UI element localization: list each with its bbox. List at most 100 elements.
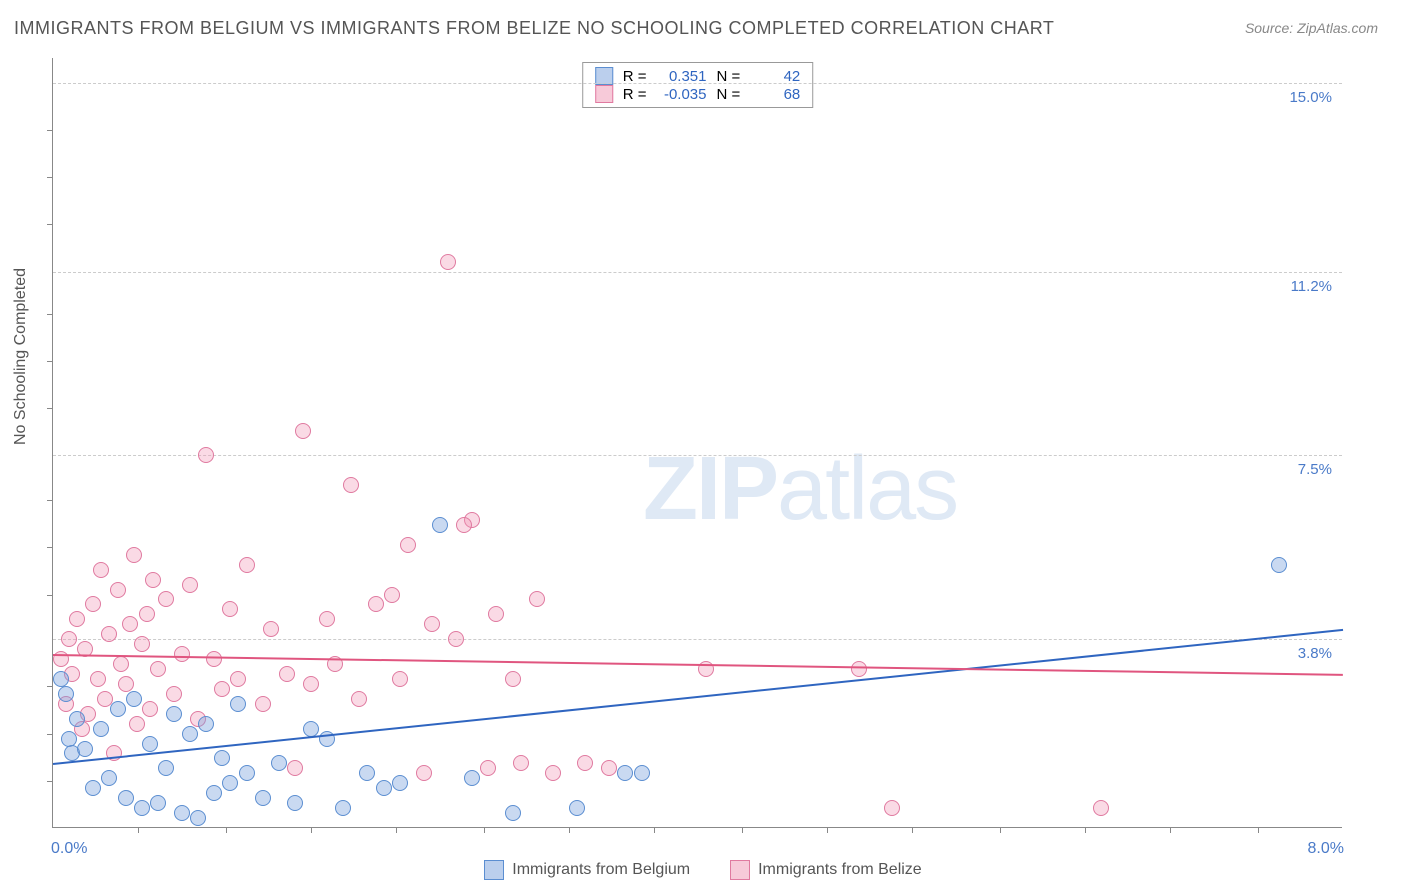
x-minor-tick (1085, 827, 1086, 833)
data-point (113, 656, 129, 672)
data-point (271, 755, 287, 771)
r-label: R = (623, 86, 647, 103)
data-point (448, 631, 464, 647)
data-point (255, 790, 271, 806)
watermark: ZIPatlas (643, 438, 957, 541)
y-minor-tick (47, 686, 53, 687)
data-point (126, 691, 142, 707)
x-minor-tick (396, 827, 397, 833)
x-minor-tick (827, 827, 828, 833)
data-point (85, 596, 101, 612)
data-point (166, 706, 182, 722)
legend-item: Immigrants from Belgium (484, 848, 690, 892)
data-point (239, 765, 255, 781)
y-tick-label: 11.2% (1291, 278, 1332, 295)
chart-title: IMMIGRANTS FROM BELGIUM VS IMMIGRANTS FR… (14, 18, 1054, 39)
y-minor-tick (47, 130, 53, 131)
data-point (198, 716, 214, 732)
data-point (142, 701, 158, 717)
data-point (368, 596, 384, 612)
trend-line (53, 629, 1343, 765)
data-point (182, 577, 198, 593)
data-point (174, 646, 190, 662)
source-prefix: Source: (1245, 20, 1293, 36)
data-point (101, 770, 117, 786)
y-minor-tick (47, 361, 53, 362)
watermark-light: atlas (777, 439, 957, 539)
data-point (58, 686, 74, 702)
x-minor-tick (1258, 827, 1259, 833)
data-point (295, 423, 311, 439)
data-point (634, 765, 650, 781)
data-point (145, 572, 161, 588)
data-point (303, 676, 319, 692)
data-point (110, 582, 126, 598)
data-point (142, 736, 158, 752)
scatter-chart: ZIPatlas R = 0.351 N = 42 R = -0.035 N =… (52, 58, 1342, 828)
data-point (214, 681, 230, 697)
rn-legend: R = 0.351 N = 42 R = -0.035 N = 68 (582, 62, 814, 108)
data-point (577, 755, 593, 771)
data-point (126, 547, 142, 563)
data-point (1093, 800, 1109, 816)
y-minor-tick (47, 781, 53, 782)
data-point (122, 616, 138, 632)
data-point (61, 631, 77, 647)
grid-line (53, 272, 1342, 273)
x-minor-tick (484, 827, 485, 833)
data-point (335, 800, 351, 816)
swatch-blue-icon (484, 860, 504, 880)
data-point (158, 760, 174, 776)
data-point (222, 775, 238, 791)
data-point (432, 517, 448, 533)
x-minor-tick (912, 827, 913, 833)
data-point (384, 587, 400, 603)
data-point (287, 795, 303, 811)
x-minor-tick (311, 827, 312, 833)
y-minor-tick (47, 734, 53, 735)
data-point (230, 696, 246, 712)
x-minor-tick (654, 827, 655, 833)
data-point (319, 611, 335, 627)
data-point (129, 716, 145, 732)
data-point (617, 765, 633, 781)
data-point (440, 254, 456, 270)
swatch-pink-icon (730, 860, 750, 880)
grid-line (53, 455, 1342, 456)
source-label: Source: ZipAtlas.com (1245, 20, 1378, 36)
data-point (69, 611, 85, 627)
r-value: -0.035 (657, 86, 707, 103)
rn-legend-row: R = -0.035 N = 68 (595, 85, 801, 103)
y-minor-tick (47, 177, 53, 178)
data-point (53, 671, 69, 687)
data-point (61, 731, 77, 747)
data-point (416, 765, 432, 781)
data-point (110, 701, 126, 717)
data-point (166, 686, 182, 702)
source-name: ZipAtlas.com (1297, 20, 1378, 36)
x-minor-tick (1000, 827, 1001, 833)
data-point (884, 800, 900, 816)
data-point (239, 557, 255, 573)
data-point (190, 810, 206, 826)
data-point (303, 721, 319, 737)
y-axis-label: No Schooling Completed (12, 268, 30, 445)
data-point (851, 661, 867, 677)
data-point (158, 591, 174, 607)
x-minor-tick (742, 827, 743, 833)
y-tick-label: 7.5% (1298, 461, 1332, 478)
swatch-pink-icon (595, 85, 613, 103)
legend-label: Immigrants from Belize (758, 861, 922, 879)
y-minor-tick (47, 500, 53, 501)
data-point (569, 800, 585, 816)
data-point (400, 537, 416, 553)
data-point (101, 626, 117, 642)
data-point (214, 750, 230, 766)
y-minor-tick (47, 547, 53, 548)
data-point (134, 800, 150, 816)
y-tick-label: 15.0% (1289, 89, 1332, 106)
data-point (464, 770, 480, 786)
data-point (392, 671, 408, 687)
data-point (513, 755, 529, 771)
data-point (118, 790, 134, 806)
